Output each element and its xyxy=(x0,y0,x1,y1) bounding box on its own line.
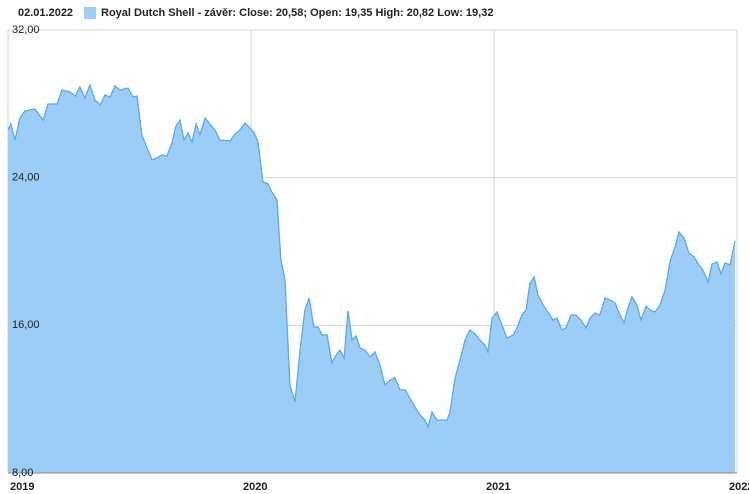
x-tick-label: 2020 xyxy=(243,481,267,493)
legend-swatch xyxy=(84,7,96,19)
area xyxy=(8,85,736,473)
x-tick-label: 2019 xyxy=(10,481,34,493)
plot xyxy=(7,83,736,473)
legend-label: Royal Dutch Shell - závěr: Close: 20,58;… xyxy=(101,7,493,19)
date-label: 02.01.2022 xyxy=(18,7,73,19)
x-tick-label: 2022 xyxy=(729,481,749,493)
y-tick-label: 32,00 xyxy=(12,24,40,36)
y-tick-label: 16,00 xyxy=(12,319,40,331)
line xyxy=(7,83,736,429)
x-tick-label: 2021 xyxy=(486,481,510,493)
y-tick-label: 8,00 xyxy=(12,467,33,479)
y-tick-label: 24,00 xyxy=(12,172,40,184)
axes: 2019 2020 2021 2022 8,00 16,00 24,00 32,00 xyxy=(8,24,749,493)
